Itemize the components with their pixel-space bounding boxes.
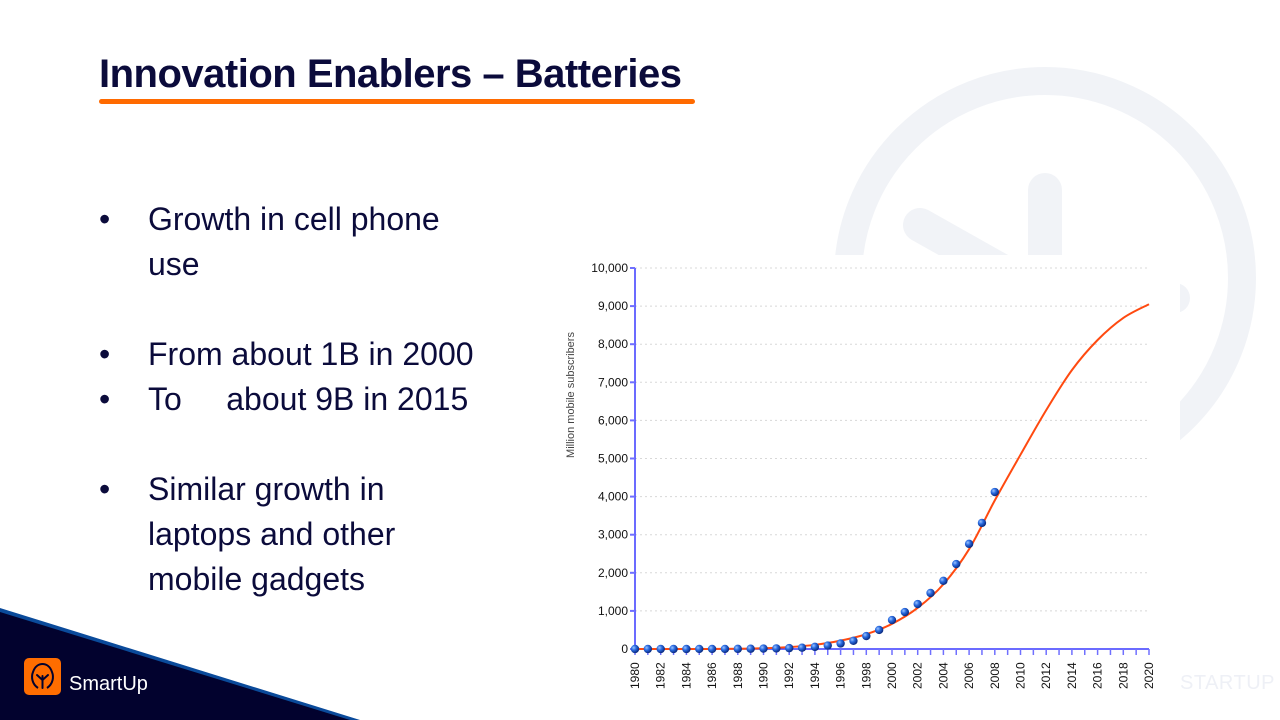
bullet-item: • From about 1B in 2000 xyxy=(99,332,549,377)
data-point xyxy=(733,644,742,654)
x-tick-label: 1998 xyxy=(859,662,873,689)
data-point xyxy=(810,642,820,652)
data-point xyxy=(952,559,961,569)
data-point xyxy=(836,639,845,648)
bullet-line: laptops and other xyxy=(148,516,396,552)
data-point xyxy=(977,518,987,528)
data-point xyxy=(823,641,832,650)
x-tick-label: 2018 xyxy=(1116,662,1130,689)
bullet-item: • Growth in cell phone use xyxy=(99,197,549,287)
bullet-line: use xyxy=(148,246,200,282)
fit-curve xyxy=(634,303,1150,651)
chart-canvas: 0 1,000 2,000 3,000 4,000 5,000 6,000 7,000 8,00… xyxy=(565,261,1156,689)
bullet-symbol: • xyxy=(99,471,111,507)
x-tick-label: 1984 xyxy=(679,662,693,689)
x-tick-label: 2004 xyxy=(936,662,950,689)
y-tick-label: 0 xyxy=(621,642,628,656)
x-tick-label: 2000 xyxy=(885,662,899,689)
bullet-line: mobile gadgets xyxy=(148,561,366,597)
bullet-item: • Similar growth in laptops and other mo… xyxy=(99,467,549,602)
bullet-symbol: • xyxy=(99,201,111,237)
x-tick-label: 1996 xyxy=(834,662,848,689)
data-point xyxy=(926,588,935,598)
bullet-line: Growth in cell phone xyxy=(148,201,440,237)
data-point xyxy=(643,644,653,654)
data-point xyxy=(707,644,717,654)
data-point xyxy=(862,631,871,641)
tree-icon xyxy=(31,662,54,689)
data-point xyxy=(656,644,665,654)
data-point xyxy=(695,644,704,654)
y-tick-label: 4,000 xyxy=(598,490,628,504)
data-point xyxy=(913,599,922,609)
x-tick-label: 1992 xyxy=(782,662,796,689)
data-point xyxy=(720,644,730,654)
slide-title: Innovation Enablers – Batteries xyxy=(99,52,682,96)
title-underline xyxy=(99,99,695,104)
bullet-list: • Growth in cell phone use • From about … xyxy=(99,197,549,602)
data-point xyxy=(964,539,974,549)
y-tick-label: 5,000 xyxy=(598,452,628,466)
data-point xyxy=(939,576,948,586)
x-tick-label: 1980 xyxy=(628,662,642,689)
data-point xyxy=(797,643,807,652)
bullet-symbol: • xyxy=(99,381,111,417)
bullet-line: Similar growth in xyxy=(148,471,385,507)
data-point xyxy=(630,644,640,654)
data-point xyxy=(759,644,768,653)
brand-name: SmartUp xyxy=(69,673,148,695)
x-tick-label: 2012 xyxy=(1039,662,1053,689)
x-tick-label: 1994 xyxy=(808,662,822,689)
data-point xyxy=(772,644,781,653)
bullet-symbol: • xyxy=(99,336,111,372)
y-tick-label: 1,000 xyxy=(598,604,628,618)
x-tick-label: 2010 xyxy=(1014,662,1028,689)
x-tick-label: 1986 xyxy=(705,662,719,689)
x-tick-label: 1982 xyxy=(654,662,668,689)
y-tick-label: 7,000 xyxy=(598,375,628,389)
x-tick-label: 2006 xyxy=(962,662,976,689)
data-point xyxy=(887,615,897,625)
x-tick-label: 2014 xyxy=(1065,662,1079,689)
watermark-text: STARTUP xyxy=(1180,672,1275,694)
data-point xyxy=(900,607,910,617)
x-tick-label: 2020 xyxy=(1142,662,1156,689)
data-point xyxy=(746,644,755,653)
subscriber-chart: 0 1,000 2,000 3,000 4,000 5,000 6,000 7,000 8,00… xyxy=(555,255,1180,700)
x-tick-label: 2008 xyxy=(988,662,1002,689)
y-tick-label: 8,000 xyxy=(598,337,628,351)
x-tick-label: 1988 xyxy=(731,662,745,689)
brand-logo xyxy=(24,658,61,695)
data-point xyxy=(669,644,678,654)
y-tick-label: 2,000 xyxy=(598,566,628,580)
data-point xyxy=(849,636,858,646)
y-tick-label: 10,000 xyxy=(591,261,628,275)
bullet-line: From about 1B in 2000 xyxy=(148,336,474,372)
y-tick-label: 9,000 xyxy=(598,299,628,313)
x-tick-label: 1990 xyxy=(757,662,771,689)
data-point xyxy=(682,644,691,654)
y-axis-label: Million mobile subscribers xyxy=(565,332,577,458)
bullet-line: To about 9B in 2015 xyxy=(148,381,469,417)
x-tick-label: 2002 xyxy=(911,662,925,689)
y-tick-label: 3,000 xyxy=(598,528,628,542)
data-point xyxy=(990,487,999,497)
data-point xyxy=(785,643,794,653)
y-tick-label: 6,000 xyxy=(598,413,628,427)
footer-band xyxy=(0,608,360,720)
data-point xyxy=(874,625,884,635)
bullet-item: • To about 9B in 2015 xyxy=(99,377,549,422)
x-tick-label: 2016 xyxy=(1091,662,1105,689)
